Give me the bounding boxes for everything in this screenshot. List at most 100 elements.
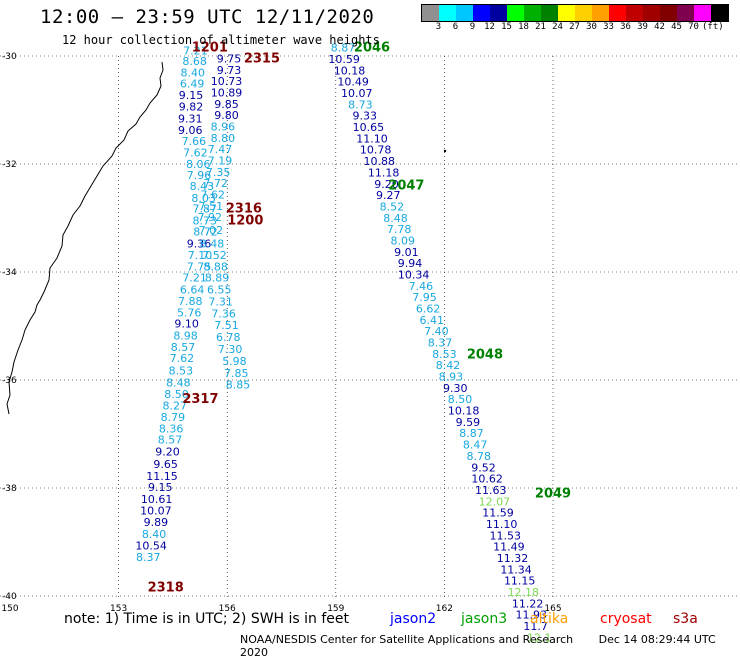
- color-scale-label: 30: [586, 22, 597, 32]
- color-swatch: [558, 5, 575, 21]
- wave-height-value: 10.54: [135, 540, 167, 553]
- pass-time-label: 2048: [467, 347, 503, 362]
- wave-height-value: 12.1: [527, 631, 552, 644]
- page-title: 12:00 – 23:59 UTC 12/11/2020: [40, 6, 375, 28]
- wave-height-value: 7.78: [387, 223, 412, 236]
- wave-height-value: 8.37: [136, 551, 161, 564]
- wave-height-value: 7.36: [211, 307, 236, 320]
- wave-height-value: 9.52: [471, 461, 496, 474]
- wave-height-value: 8.57: [158, 434, 183, 447]
- color-swatch: [439, 5, 456, 21]
- wave-height-value: 8.48: [200, 238, 225, 251]
- wave-height-value: 8.85: [226, 379, 251, 392]
- lat-tick-label: -36: [2, 376, 17, 386]
- wave-height-value: 9.20: [155, 446, 180, 459]
- wave-height-value: 7.62: [200, 189, 225, 202]
- color-swatch: [490, 5, 507, 21]
- color-swatch: [677, 5, 694, 21]
- wave-height-value: 8.73: [348, 98, 373, 111]
- track-pass-c: 8.8710.5910.1810.4910.078.739.3310.6511.…: [328, 42, 551, 645]
- wave-height-value: 9.36: [187, 238, 212, 251]
- color-swatch: [626, 5, 643, 21]
- footer-note: note: 1) Time is in UTC; 2) SWH is in fe…: [64, 611, 350, 627]
- wave-height-value: 9.75: [217, 52, 242, 65]
- wave-height-value: 8.78: [467, 450, 492, 463]
- color-swatch: [456, 5, 473, 21]
- longitude-labels: 150 153 156 159 162 165: [1, 604, 561, 614]
- pass-time-label: 2046: [354, 41, 390, 56]
- wave-height-value: 8.40: [142, 528, 167, 541]
- wave-height-value: 11.22: [512, 597, 544, 610]
- wave-height-value: 10.73: [211, 75, 243, 88]
- wave-height-value: 7.66: [182, 135, 207, 148]
- lon-tick-label: 153: [110, 604, 127, 614]
- color-scale-label: 39: [637, 22, 648, 32]
- wave-height-value: 10.59: [328, 53, 360, 66]
- latitude-labels: -30 -32 -34 -36 -38 -40: [2, 52, 17, 602]
- lon-tick-label: 159: [327, 604, 344, 614]
- wave-height-value: 8.87: [331, 42, 356, 55]
- wave-height-value: 7.52: [202, 249, 227, 262]
- pass-time-label: 2318: [148, 581, 184, 596]
- wave-height-value: 10.78: [360, 144, 392, 157]
- wave-height-value: 7.87: [193, 203, 218, 216]
- wave-height-value: 8.93: [439, 371, 464, 384]
- wave-height-value: 8.98: [173, 330, 198, 343]
- wave-height-value: 9.30: [443, 382, 468, 395]
- wave-height-value: 7.35: [206, 166, 231, 179]
- wave-height-value: 7.47: [208, 143, 233, 156]
- lon-tick-label: 156: [219, 604, 236, 614]
- color-swatch: [541, 5, 558, 21]
- wave-height-value: 11.10: [356, 132, 388, 145]
- pass-time-label: 2047: [388, 178, 424, 193]
- color-swatch: [609, 5, 626, 21]
- wave-height-value: 11.63: [475, 484, 507, 497]
- wave-height-value: 9.89: [144, 516, 169, 529]
- wave-height-value: 10.07: [140, 504, 172, 517]
- wave-height-value: 7.96: [187, 169, 212, 182]
- wave-height-value: 11.15: [504, 575, 536, 588]
- wave-height-value: 11.93: [516, 609, 548, 622]
- track-pass-b: 9.759.7310.7310.899.859.808.968.807.477.…: [198, 52, 251, 391]
- wave-height-value: 11.49: [493, 541, 525, 554]
- wave-height-value: 10.34: [398, 268, 430, 281]
- wave-height-value: 12.07: [479, 495, 511, 508]
- wave-height-value: 8.68: [182, 55, 207, 68]
- wave-height-value: 8.73: [193, 214, 218, 227]
- wave-height-value: 8.72: [193, 225, 218, 238]
- color-swatch: [711, 5, 728, 21]
- wave-height-value: 8.79: [161, 411, 186, 424]
- wave-height-value: 9.10: [174, 318, 199, 331]
- satellite-legend-jason2: jason2: [390, 611, 437, 627]
- wave-height-value: 8.06: [186, 158, 211, 171]
- wave-height-value: 7.40: [424, 325, 449, 338]
- color-swatch: [694, 5, 711, 21]
- wave-height-value: 10.65: [353, 121, 385, 134]
- wave-height-value: 8.57: [171, 341, 196, 354]
- color-swatch: [660, 5, 677, 21]
- wave-height-value: 8.50: [448, 393, 473, 406]
- wave-height-value: 7.72: [203, 177, 228, 190]
- wave-height-value: 9.01: [394, 246, 419, 259]
- wave-height-value: 7.02: [199, 224, 224, 237]
- wave-height-value: 7.88: [178, 295, 203, 308]
- wave-height-value: 10.62: [471, 473, 503, 486]
- wave-height-value: 9.20: [374, 178, 399, 191]
- lat-tick-label: -40: [2, 592, 17, 602]
- wave-height-value: 8.52: [380, 200, 405, 213]
- wave-height-value: 10.88: [363, 155, 395, 168]
- wave-height-value: 9.80: [214, 109, 239, 122]
- satellite-legend-s3a: s3a: [673, 611, 698, 627]
- map-grid: [0, 55, 740, 598]
- color-swatch: [592, 5, 609, 21]
- lat-tick-label: -32: [2, 160, 17, 170]
- satellite-tracks: 7.218.688.406.499.159.829.319.067.667.62…: [135, 42, 551, 645]
- wave-height-value: 10.89: [211, 87, 243, 100]
- wave-height-value: 7.31: [208, 295, 233, 308]
- wave-height-value: 12.18: [508, 586, 540, 599]
- wave-height-value: 7.51: [214, 319, 239, 332]
- wave-height-value: 7.92: [198, 211, 223, 224]
- wave-height-value: 6.49: [180, 77, 205, 90]
- lat-tick-label: -30: [2, 52, 17, 62]
